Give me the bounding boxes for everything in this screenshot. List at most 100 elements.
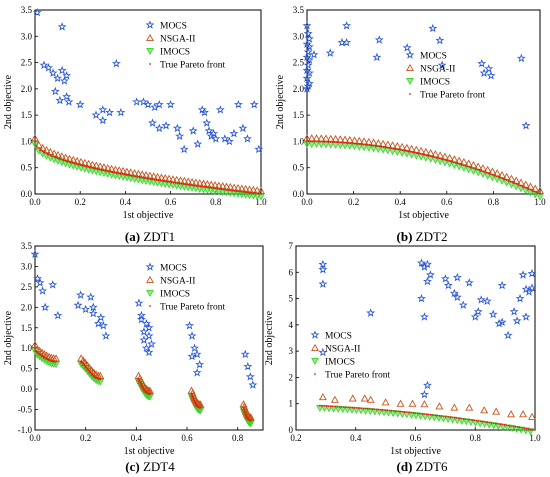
data-point (490, 422, 493, 424)
legend-marker (310, 330, 320, 339)
data-point (241, 190, 243, 193)
data-point (371, 408, 373, 411)
data-point (199, 185, 202, 188)
data-point (105, 107, 115, 117)
data-point (185, 321, 194, 330)
data-point (175, 131, 185, 140)
data-point (129, 174, 131, 177)
legend-marker (406, 78, 414, 86)
y-tick-label: -0.5 (18, 405, 33, 415)
data-point (32, 7, 42, 17)
data-point (399, 410, 402, 413)
x-tick-label: 0.2 (290, 433, 301, 443)
data-point (86, 367, 89, 370)
x-tick-label: 0.8 (488, 197, 500, 207)
data-point (372, 144, 375, 147)
data-point (227, 189, 230, 192)
data-point (87, 166, 90, 168)
x-axis-label: 1st objective (124, 446, 175, 457)
data-point (450, 160, 453, 163)
legend-marker (409, 93, 411, 95)
data-point (172, 181, 175, 184)
data-point (405, 150, 408, 152)
caption-zdt4: (c) ZDT4 (125, 459, 175, 474)
data-point (302, 73, 312, 83)
data-point (161, 179, 164, 182)
data-point (439, 157, 442, 160)
y-tick-label: 2.0 (21, 84, 33, 94)
data-point (325, 405, 328, 408)
x-tick-label: 0.6 (165, 197, 177, 207)
data-point (374, 35, 384, 44)
data-point (521, 426, 523, 429)
y-tick-label: 1.5 (293, 110, 305, 120)
data-point (494, 318, 504, 328)
data-point (203, 185, 205, 188)
data-point (132, 175, 135, 178)
y-axis-label: 2nd objective (3, 310, 14, 365)
series-true-pareto-front (34, 140, 262, 195)
data-point (494, 174, 496, 177)
data-point (452, 161, 455, 164)
data-point (415, 152, 418, 154)
data-point (355, 142, 357, 145)
data-point (174, 181, 177, 184)
data-point (187, 183, 190, 186)
data-point (33, 274, 42, 283)
x-tick-label: 0.2 (80, 433, 91, 443)
legend-label: MOCS (420, 52, 447, 62)
data-point (366, 144, 369, 146)
data-point (464, 278, 474, 287)
data-point (464, 418, 467, 421)
data-point (130, 169, 139, 177)
y-tick-label: 0.5 (21, 163, 33, 173)
data-point (508, 424, 510, 427)
data-point (477, 58, 487, 68)
data-point (62, 92, 72, 101)
data-point (534, 429, 536, 431)
legend-label: True Pareto front (420, 90, 485, 101)
data-point (237, 190, 240, 193)
data-point (77, 163, 80, 166)
legend-marker (146, 33, 154, 42)
x-tick-label: 0.0 (29, 197, 41, 207)
data-point (533, 190, 536, 193)
legend-marker (311, 358, 319, 366)
data-point (380, 145, 383, 148)
data-point (509, 307, 519, 316)
data-point (205, 186, 207, 189)
data-point (519, 184, 522, 187)
y-tick-label: 3.0 (21, 31, 33, 41)
legend-label: IMOCS (325, 358, 355, 368)
data-point (142, 176, 145, 179)
data-point (92, 167, 95, 170)
data-point (364, 407, 367, 410)
data-point (397, 410, 400, 413)
data-point (484, 171, 487, 174)
data-point (34, 140, 36, 143)
data-point (497, 423, 499, 425)
data-point (85, 165, 88, 168)
data-point (468, 166, 471, 168)
y-tick-label: 4 (289, 320, 294, 330)
data-point (412, 412, 415, 414)
data-point (443, 158, 445, 161)
data-point (250, 191, 253, 194)
x-tick-label: 0.4 (131, 433, 143, 443)
data-point (341, 141, 344, 144)
data-point (187, 331, 197, 340)
y-tick-label: 2.5 (21, 58, 33, 68)
legend-marker (406, 63, 414, 72)
data-point (366, 407, 369, 410)
data-point (331, 141, 334, 143)
data-point (321, 140, 324, 143)
data-point (62, 159, 65, 161)
data-point (154, 99, 164, 109)
data-point (436, 414, 439, 417)
data-point (497, 176, 500, 178)
data-point (34, 347, 36, 350)
data-point (104, 169, 107, 172)
data-point (327, 405, 330, 408)
data-point (420, 389, 429, 399)
